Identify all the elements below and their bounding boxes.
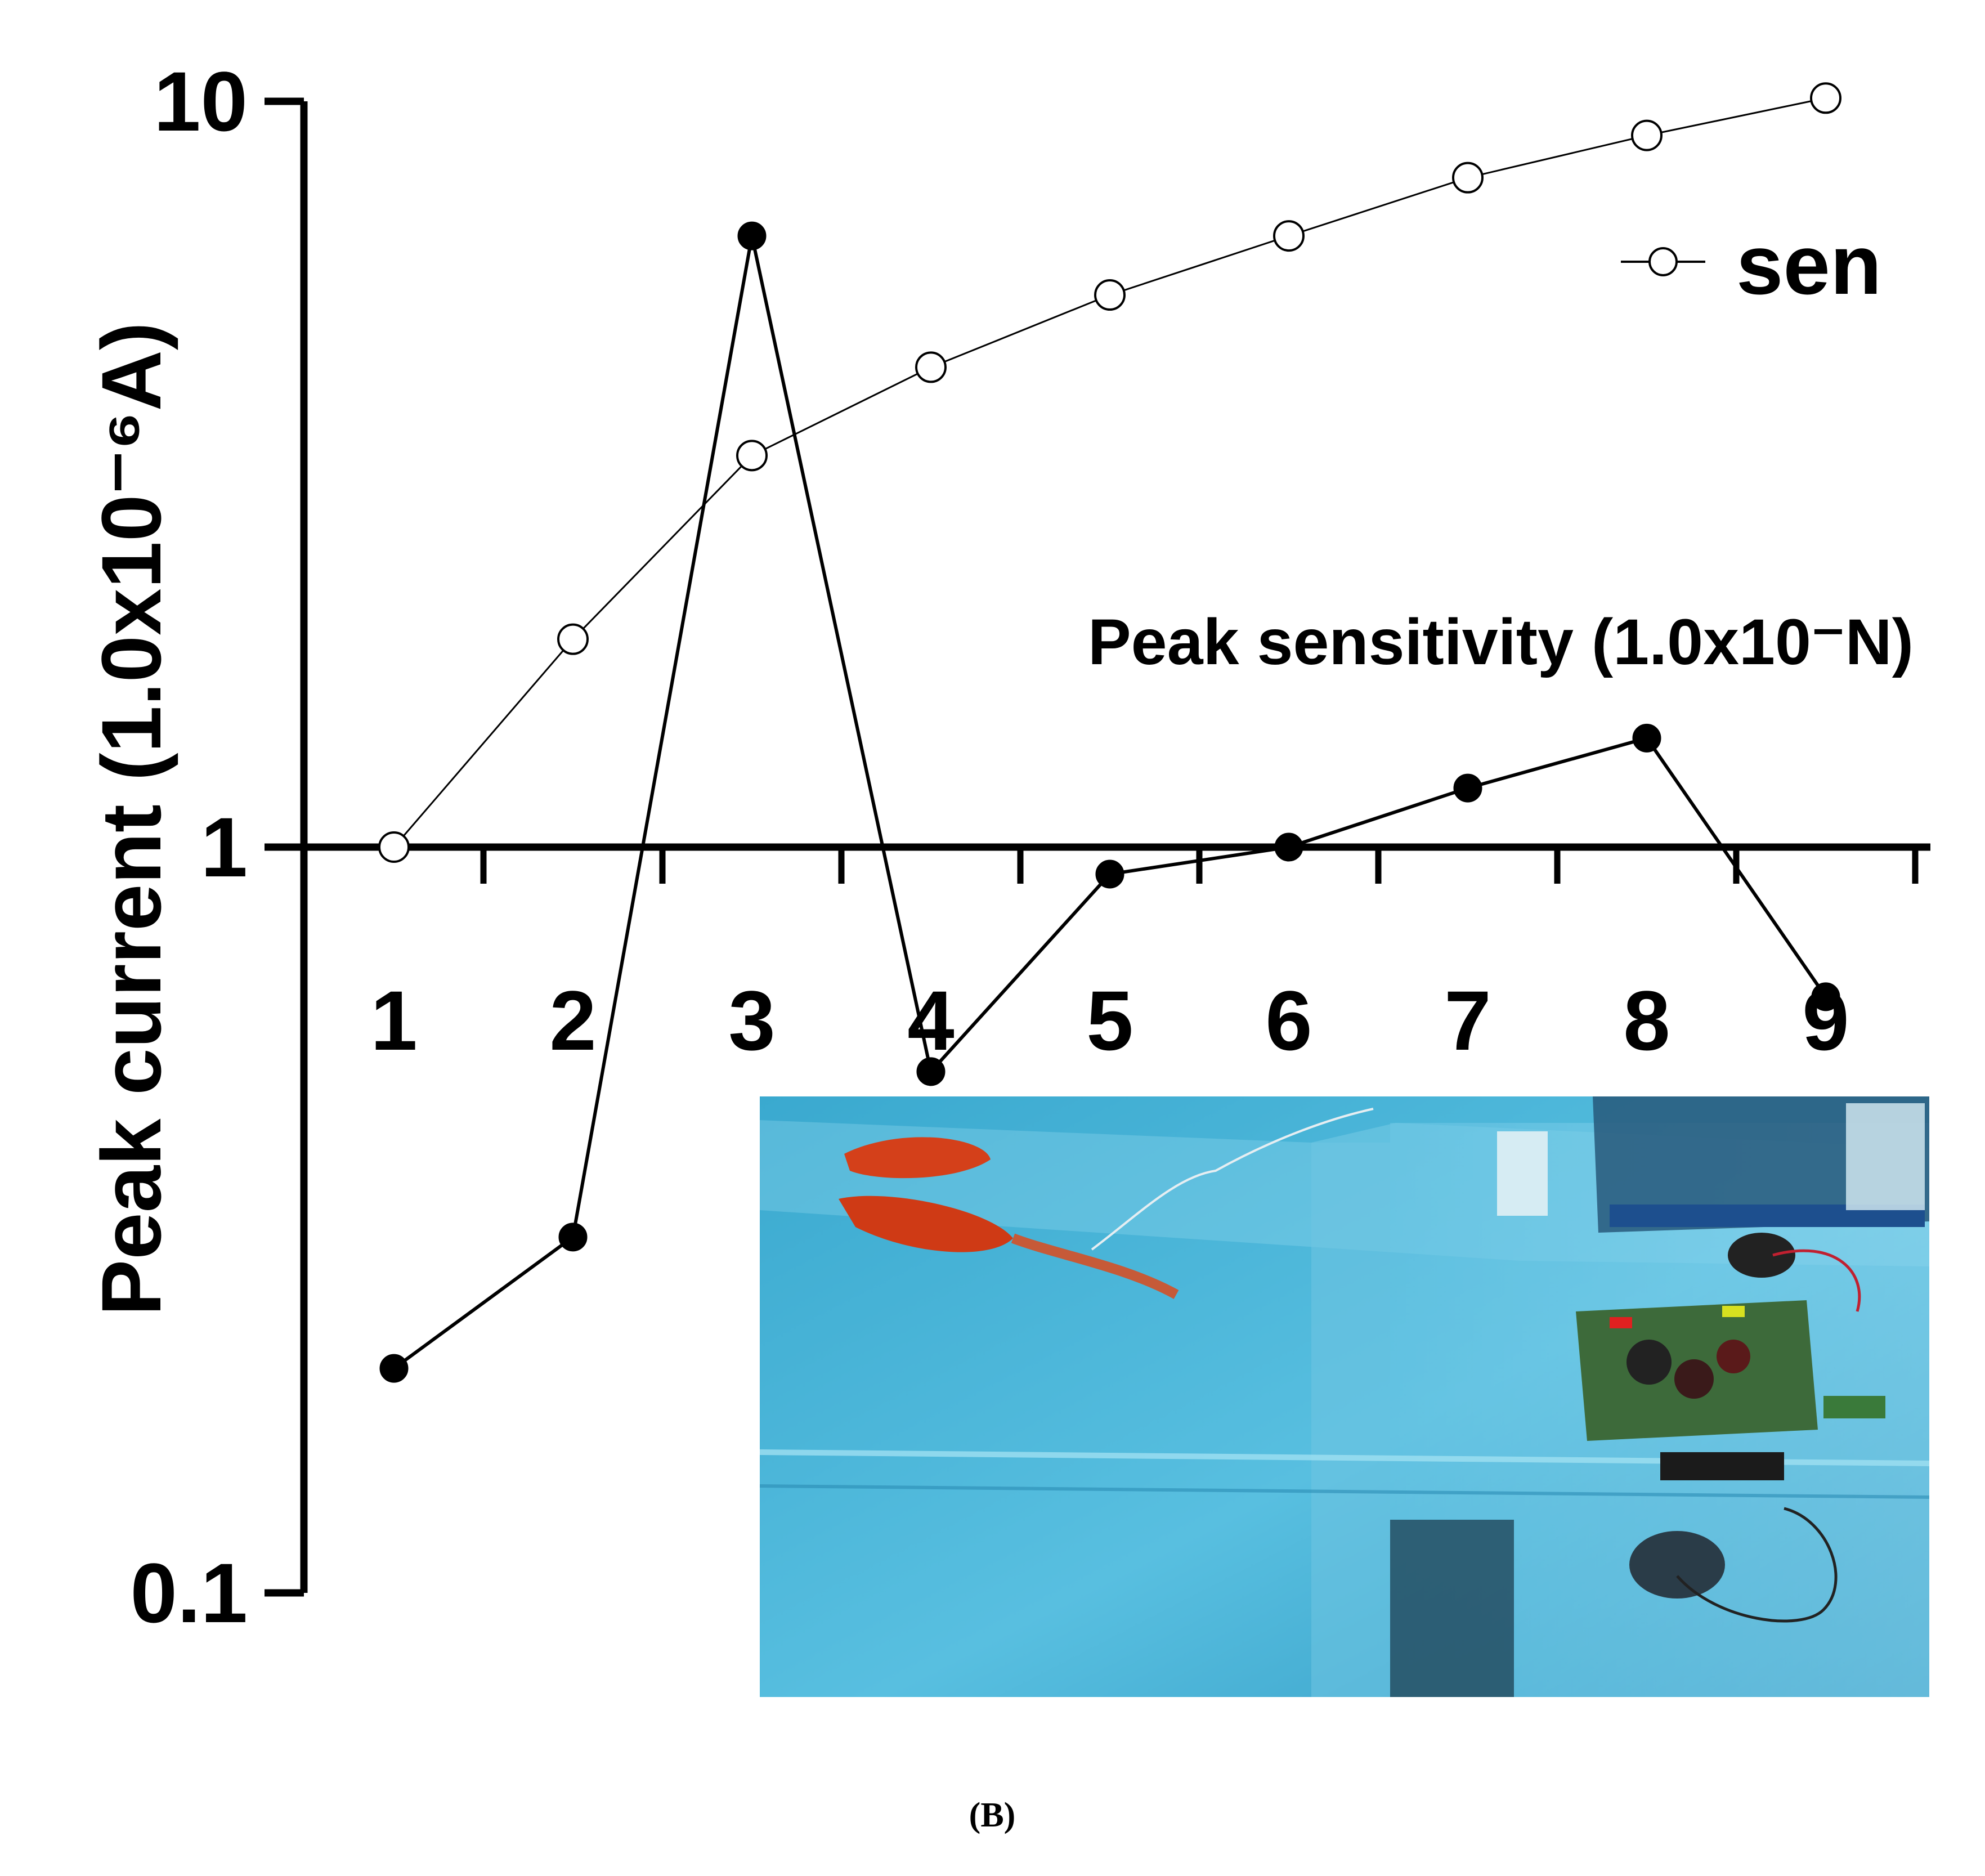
- aquarium-with-fish-and-circuit-board-photo-icon: [759, 1096, 1930, 1697]
- y-axis-title: Peak current (1.0x10⁻⁶A): [84, 322, 178, 1316]
- series-sen: [378, 82, 1841, 863]
- y-tick-label: 0.1: [130, 1546, 248, 1640]
- x-tick-label: 5: [1086, 973, 1133, 1068]
- data-point: [736, 440, 768, 472]
- data-point: [1095, 859, 1124, 889]
- data-point: [558, 1223, 588, 1252]
- x-tick-label: 3: [728, 973, 775, 1068]
- caption-letter: B: [980, 1796, 1003, 1834]
- data-point: [1811, 982, 1840, 1011]
- data-point: [1452, 162, 1484, 194]
- legend-open-circle-marker: [1648, 247, 1678, 276]
- data-point: [557, 623, 589, 655]
- data-point: [378, 831, 410, 863]
- data-point: [1453, 773, 1482, 803]
- series-layer: [378, 82, 1841, 1383]
- data-point: [1631, 119, 1663, 151]
- x-tick-label: 1: [370, 973, 417, 1068]
- data-point: [1273, 220, 1305, 252]
- data-point: [1094, 279, 1126, 311]
- y-ticks: 10 1 0.1: [130, 54, 304, 1640]
- caption-open: (: [969, 1796, 981, 1834]
- caption-close: ): [1004, 1796, 1016, 1834]
- legend: sen: [1621, 217, 1881, 312]
- x-tick-label: 8: [1623, 973, 1670, 1068]
- legend-label-sen: sen: [1736, 217, 1881, 312]
- data-point: [915, 351, 947, 383]
- y-tick-label: 10: [154, 54, 248, 149]
- figure-caption: (B): [969, 1796, 1016, 1834]
- data-point: [1810, 82, 1841, 114]
- peak-sensitivity-annotation: Peak sensitivity (1.0x10⁻N): [1088, 606, 1914, 678]
- series-line: [393, 97, 1826, 848]
- data-point: [379, 1354, 409, 1383]
- y-tick-label: 1: [201, 800, 248, 894]
- data-point: [1632, 723, 1661, 753]
- series-filled: [379, 221, 1840, 1383]
- data-point: [1274, 832, 1303, 862]
- x-tick-label: 2: [549, 973, 596, 1068]
- x-tick-label: 6: [1265, 973, 1312, 1068]
- data-point: [916, 1057, 946, 1086]
- data-point: [737, 221, 767, 250]
- x-tick-label: 7: [1444, 973, 1491, 1068]
